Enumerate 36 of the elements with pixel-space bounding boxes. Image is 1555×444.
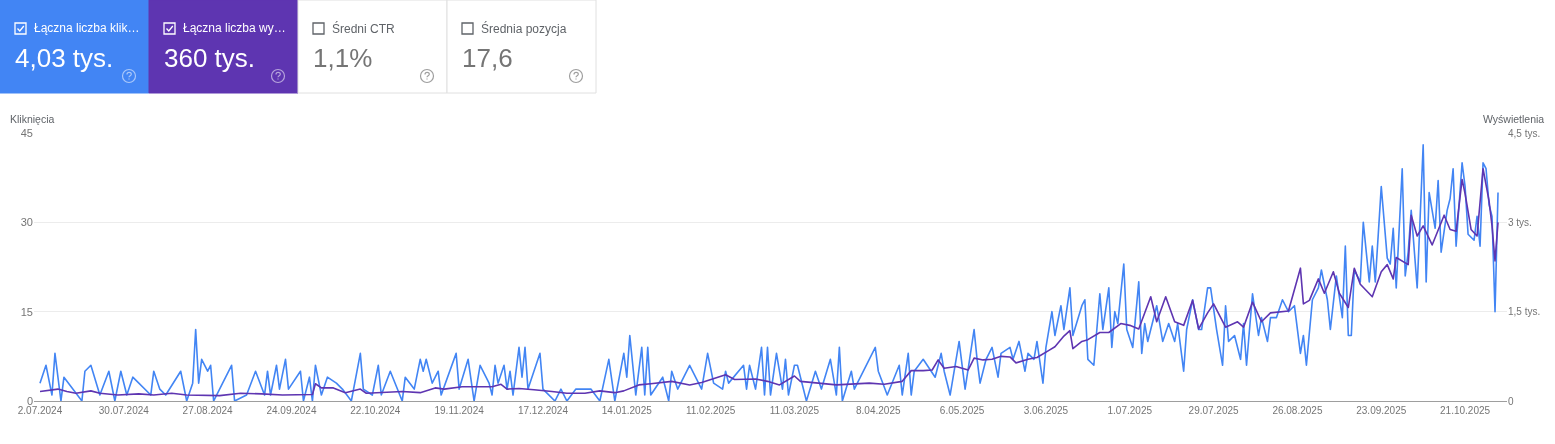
- text: 360 tys.: [164, 43, 256, 73]
- x-tick-label: 3.06.2025: [1023, 405, 1069, 416]
- x-tick-label: 30.07.2024: [98, 405, 150, 416]
- text: 4,03 tys.: [15, 43, 114, 73]
- x-tick-label: 8.04.2025: [856, 405, 901, 416]
- x-tick-label: 29.07.2025: [1188, 405, 1240, 416]
- y2-tick-label: 3 tys.: [1508, 216, 1532, 228]
- y-tick-label: 0: [26, 394, 33, 407]
- x-tick-label: 19.11.2024: [434, 405, 485, 416]
- y-tick-label: 15: [20, 305, 33, 318]
- y2-axis-title: Wyświetlenia: [1483, 113, 1545, 125]
- x-tick-label: 27.08.2024: [182, 405, 234, 416]
- y2-tick-label: 0: [1508, 395, 1514, 407]
- x-tick-label: 2.07.2024: [17, 405, 63, 416]
- category-label: Średni CTR: [332, 21, 396, 36]
- x-tick-label: 17.12.2024: [517, 405, 569, 416]
- x-tick-label: 23.09.2025: [1356, 405, 1407, 416]
- x-tick-label: 14.01.2025: [601, 405, 653, 416]
- text: 1,1%: [313, 43, 373, 73]
- category-label: Łączna liczba klik…: [34, 21, 140, 35]
- y2-tick-label: 4,5 tys.: [1508, 127, 1541, 139]
- x-tick-label: 21.10.2025: [1440, 405, 1491, 416]
- x-tick-label: 11.02.2025: [685, 405, 736, 416]
- y2-tick-label: 1,5 tys.: [1508, 306, 1541, 318]
- x-tick-label: 26.08.2025: [1272, 405, 1323, 416]
- text: 17,6: [462, 43, 513, 73]
- x-tick-label: 11.03.2025: [769, 405, 820, 416]
- x-tick-label: 22.10.2024: [350, 405, 401, 416]
- category-label: Średnia pozycja: [481, 21, 567, 36]
- x-tick-label: 6.05.2025: [939, 405, 985, 416]
- x-tick-label: 24.09.2024: [266, 405, 317, 416]
- y-axis-title: Kliknięcia: [10, 113, 55, 125]
- category-label: Łączna liczba wy…: [183, 21, 286, 35]
- x-tick-label: 1.07.2025: [1107, 405, 1153, 416]
- y-tick-label: 45: [20, 126, 33, 139]
- y-tick-label: 30: [20, 216, 33, 229]
